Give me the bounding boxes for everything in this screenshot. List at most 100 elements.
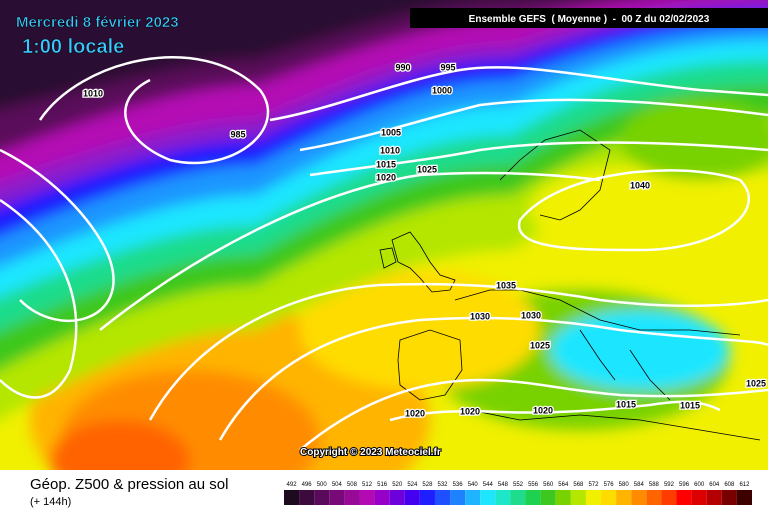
legend-label: 568 (573, 482, 584, 488)
legend-swatch (631, 490, 647, 505)
legend-swatch (676, 490, 692, 505)
legend-swatch (374, 490, 390, 505)
legend-swatch (736, 490, 752, 505)
legend-label: 604 (709, 482, 720, 488)
legend-label: 500 (317, 482, 328, 488)
run-box (410, 8, 768, 28)
legend-label: 516 (377, 482, 388, 488)
isobar-label: 1010 (380, 145, 400, 155)
isobar-label: 1035 (496, 280, 516, 290)
legend-label: 544 (483, 482, 494, 488)
legend-swatch (691, 490, 707, 505)
legend-label: 612 (739, 482, 750, 488)
legend-swatch (419, 490, 435, 505)
legend-swatch (389, 490, 405, 505)
legend-label: 600 (694, 482, 705, 488)
legend-label: 576 (604, 482, 615, 488)
legend-label: 508 (347, 482, 358, 488)
legend-swatch (329, 490, 345, 505)
isobar-label: 1025 (746, 378, 766, 388)
isobars (0, 56, 768, 451)
yellow-south (300, 270, 540, 390)
cyan-south (550, 310, 730, 390)
legend-swatch (646, 490, 662, 505)
legend-label: 540 (468, 482, 479, 488)
legend-swatch (661, 490, 677, 505)
legend-swatch (616, 490, 632, 505)
legend-swatch (480, 490, 496, 505)
isobar-label: 985 (230, 129, 245, 139)
isobar-label: 1020 (533, 405, 553, 415)
legend-swatch (450, 490, 466, 505)
legend-label: 548 (498, 482, 509, 488)
isobar-label: 995 (440, 62, 455, 72)
legend-label: 580 (619, 482, 630, 488)
isobar-label: 1025 (417, 164, 437, 174)
legend-label: 596 (679, 482, 690, 488)
forecast-date: Mercredi 8 février 2023 (16, 14, 179, 31)
lead-time: (+ 144h) (30, 496, 71, 508)
legend-swatch (434, 490, 451, 505)
legend-swatch (465, 490, 481, 505)
isobar-label: 1040 (630, 180, 650, 190)
color-legend: 492 496 500 504 508 512 516 520 524 528 532 536 540 5… (284, 482, 752, 505)
legend-label: 564 (558, 482, 569, 488)
legend-label: 592 (664, 482, 675, 488)
legend-label: 552 (513, 482, 524, 488)
legend-swatch (510, 490, 526, 505)
legend-swatch (585, 490, 602, 505)
field-band (0, 0, 512, 111)
legend-label: 536 (453, 482, 464, 488)
legend-label: 588 (649, 482, 660, 488)
legend-swatch (525, 490, 541, 505)
copyright: Copyright © 2023 Meteociel.fr (300, 447, 441, 458)
legend-label: 532 (438, 482, 449, 488)
legend-label: 492 (287, 482, 298, 488)
isobar-label: 1025 (530, 340, 550, 350)
legend-swatch (314, 490, 330, 505)
legend-label: 556 (528, 482, 539, 488)
legend-swatch (540, 490, 556, 505)
local-time: 1:00 locale (22, 36, 124, 58)
legend-label: 504 (332, 482, 343, 488)
warm-core2 (50, 420, 190, 470)
legend-swatch (570, 490, 586, 505)
isobar-labels: 1010 985 990 995 1000 1005 1010 1015 1020 1025 104… (82, 61, 768, 420)
model-run: Ensemble GEFS ( Moyenne ) - 00 Z du 02/0… (469, 14, 710, 25)
legend-swatch (706, 490, 722, 505)
legend-label: 520 (392, 482, 403, 488)
high-yellow (530, 165, 750, 255)
high-lime (620, 100, 768, 180)
isobar-label: 1030 (521, 310, 541, 320)
legend-label: 608 (724, 482, 735, 488)
legend-swatch (495, 490, 511, 505)
isobar-label: 1030 (470, 311, 490, 321)
isobar-label: 1010 (83, 88, 103, 98)
isobar-label: 1020 (376, 172, 396, 182)
legend-label: 528 (422, 482, 433, 488)
isobar-label: 990 (395, 62, 410, 72)
legend-swatch (299, 490, 315, 505)
isobar-label: 1020 (460, 406, 480, 416)
isobar-label: 1000 (432, 85, 452, 95)
isobar-label: 1005 (381, 127, 401, 137)
isobar-label: 1015 (616, 399, 636, 409)
legend-swatch (601, 490, 617, 505)
legend-label: 512 (362, 482, 373, 488)
legend-label: 584 (634, 482, 645, 488)
isobar-label: 1015 (680, 400, 700, 410)
legend-swatch (555, 490, 571, 505)
footer-title: Géop. Z500 & pression au sol (30, 476, 228, 493)
legend-label: 572 (588, 482, 599, 488)
isobar-label: 1020 (405, 408, 425, 418)
legend-swatch (359, 490, 375, 505)
legend-label: 560 (543, 482, 554, 488)
legend-swatch (344, 490, 360, 505)
legend-label: 496 (302, 482, 313, 488)
legend-swatch (284, 490, 300, 505)
legend-swatch (721, 490, 737, 505)
coastlines (379, 129, 761, 441)
